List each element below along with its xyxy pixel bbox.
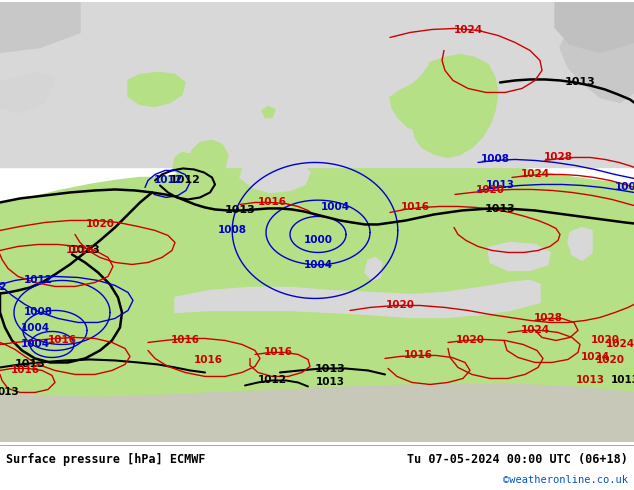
Text: 1020: 1020 [455,336,484,345]
Text: 1020: 1020 [476,185,505,196]
Text: 1016: 1016 [193,355,223,366]
Text: 1013: 1013 [70,245,100,255]
Polygon shape [128,73,185,106]
Text: 1004: 1004 [20,323,49,334]
Text: 1013: 1013 [224,205,256,216]
Polygon shape [488,243,550,270]
Polygon shape [0,385,634,442]
Text: 1008: 1008 [217,225,247,236]
Text: 1013: 1013 [611,375,634,386]
Polygon shape [0,159,634,442]
Text: 1013: 1013 [15,360,46,369]
Text: 1016: 1016 [264,347,292,358]
Bar [0,2,634,168]
Text: 1016: 1016 [171,336,200,345]
Text: 1028: 1028 [533,314,562,323]
Text: 1028: 1028 [543,152,573,163]
Polygon shape [262,106,275,118]
Text: 1000: 1000 [304,236,332,245]
Text: 1016: 1016 [257,197,287,207]
Text: 1024: 1024 [453,25,482,35]
Text: 1013: 1013 [484,204,515,215]
Polygon shape [175,280,540,318]
Text: 1012: 1012 [257,375,287,386]
Polygon shape [173,152,196,176]
Text: 1008: 1008 [23,307,53,318]
Text: 1016: 1016 [65,245,94,255]
Text: 1013: 1013 [576,375,604,386]
Text: 1004: 1004 [320,202,349,213]
Polygon shape [350,127,405,163]
Text: 1016: 1016 [403,350,432,361]
Text: Surface pressure [hPa] ECMWF: Surface pressure [hPa] ECMWF [6,453,205,466]
Polygon shape [365,257,382,280]
Text: 12: 12 [0,282,7,293]
Polygon shape [412,54,498,157]
Text: 1020: 1020 [86,220,115,229]
Text: 1012: 1012 [169,175,200,185]
Text: 1020: 1020 [385,300,415,311]
Text: ©weatheronline.co.uk: ©weatheronline.co.uk [503,475,628,485]
Text: 1024: 1024 [521,325,550,336]
Text: 1024: 1024 [581,352,609,363]
Text: 1004: 1004 [20,340,49,349]
Polygon shape [188,141,228,177]
Polygon shape [555,2,634,52]
Text: 100: 100 [615,182,634,193]
Text: 1013: 1013 [565,77,595,87]
Text: 1024: 1024 [605,340,634,349]
Text: 1020: 1020 [590,336,619,345]
Text: 1016: 1016 [401,202,429,213]
Text: Tu 07-05-2024 00:00 UTC (06+18): Tu 07-05-2024 00:00 UTC (06+18) [407,453,628,466]
Polygon shape [0,2,80,52]
Text: 1013: 1013 [486,180,515,191]
Polygon shape [390,60,475,130]
Polygon shape [240,157,310,193]
Text: 1020: 1020 [595,355,624,366]
Polygon shape [560,2,634,102]
Text: 1016: 1016 [48,336,77,345]
Text: 1004: 1004 [304,261,333,270]
Polygon shape [568,227,592,261]
Text: 1012: 1012 [23,275,53,286]
Text: 1013: 1013 [314,365,346,374]
Text: 1016: 1016 [11,366,39,375]
Text: 013: 013 [0,388,19,397]
Text: 1013: 1013 [316,377,344,388]
Polygon shape [0,73,55,113]
Text: 1008: 1008 [481,154,510,165]
Text: 1012: 1012 [153,175,183,185]
Text: 1024: 1024 [521,170,550,179]
